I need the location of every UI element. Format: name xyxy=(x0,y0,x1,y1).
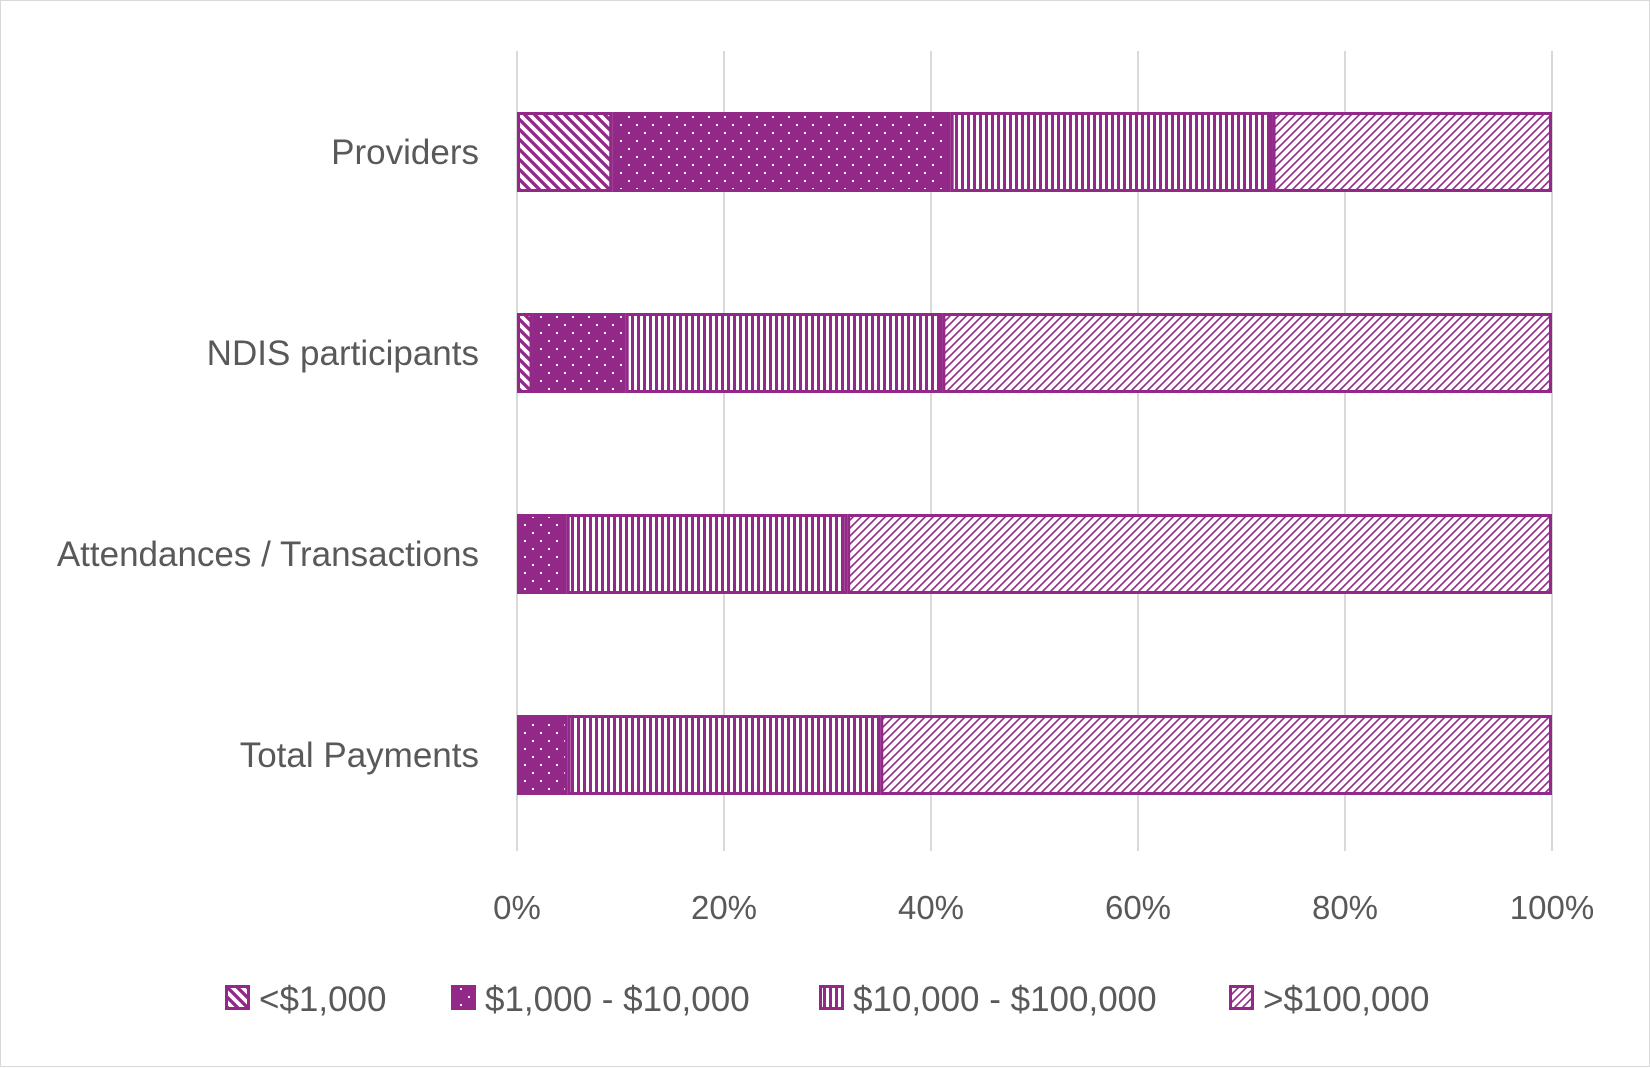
x-tick-label: 0% xyxy=(493,889,541,926)
x-tick-label: 40% xyxy=(898,889,964,926)
category-label: Attendances / Transactions xyxy=(57,535,479,574)
category-label: Total Payments xyxy=(240,736,479,775)
x-tick-label: 20% xyxy=(691,889,757,926)
bar-segment xyxy=(950,112,1273,192)
bar-segment xyxy=(1272,112,1553,192)
x-tick-label: 60% xyxy=(1105,889,1171,926)
bar-segment xyxy=(532,313,626,393)
category-label: Providers xyxy=(331,133,479,172)
bar-segment xyxy=(847,514,1552,594)
legend-label: $1,000 - $10,000 xyxy=(485,980,750,1019)
x-tick-label: 80% xyxy=(1312,889,1378,926)
bar-segment xyxy=(625,313,943,393)
legend-label: >$100,000 xyxy=(1263,980,1429,1019)
bar-segment xyxy=(518,715,568,795)
legend-swatch xyxy=(819,985,844,1010)
legend-swatch xyxy=(1229,985,1254,1010)
bar-segment xyxy=(517,313,533,393)
legend-swatch xyxy=(225,985,250,1010)
bar-segment xyxy=(517,514,521,594)
bar-segment xyxy=(566,514,848,594)
bar-segment xyxy=(612,112,951,192)
bar-segment xyxy=(567,715,881,795)
legend-swatch xyxy=(451,985,476,1010)
bar-segment xyxy=(517,112,613,192)
x-tick-label: 100% xyxy=(1510,889,1594,926)
bar-segment xyxy=(942,313,1552,393)
legend-label: $10,000 - $100,000 xyxy=(853,980,1157,1019)
bar-segment xyxy=(880,715,1552,795)
legend-label: <$1,000 xyxy=(259,980,387,1019)
category-label: NDIS participants xyxy=(207,334,479,373)
bar-segment xyxy=(519,514,567,594)
